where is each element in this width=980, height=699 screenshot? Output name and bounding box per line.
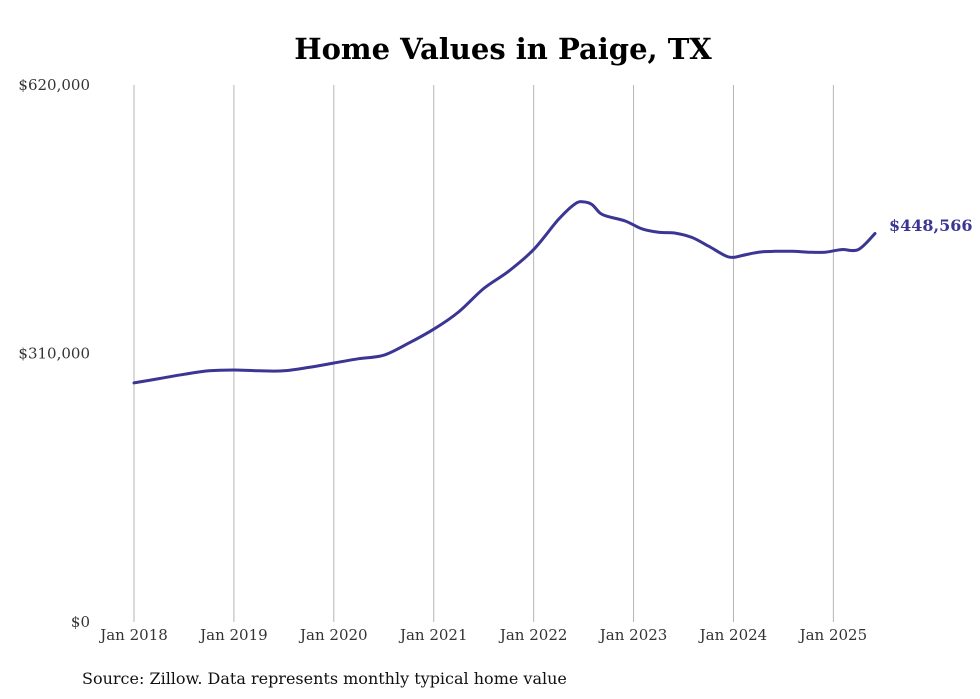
y-tick-label: $0 [71,613,90,631]
y-tick-label: $310,000 [18,345,90,363]
x-tick-label: Jan 2020 [298,626,368,644]
x-tick-label: Jan 2019 [198,626,268,644]
x-tick-label: Jan 2025 [798,626,868,644]
chart-title: Home Values in Paige, TX [294,32,712,66]
last-value-label: $448,566 [889,216,973,235]
x-tick-label: Jan 2021 [398,626,468,644]
x-tick-label: Jan 2018 [98,626,168,644]
x-tick-label: Jan 2023 [598,626,668,644]
x-tick-label: Jan 2024 [698,626,768,644]
vertical-gridlines [133,85,834,622]
y-axis-tick-labels: $0 $310,000 $620,000 [18,76,90,631]
y-tick-label: $620,000 [18,76,90,94]
source-note: Source: Zillow. Data represents monthly … [82,669,567,688]
x-axis-tick-labels: Jan 2018 Jan 2019 Jan 2020 Jan 2021 Jan 2022… [98,626,867,644]
x-tick-label: Jan 2022 [498,626,568,644]
home-value-series-line [132,200,877,385]
